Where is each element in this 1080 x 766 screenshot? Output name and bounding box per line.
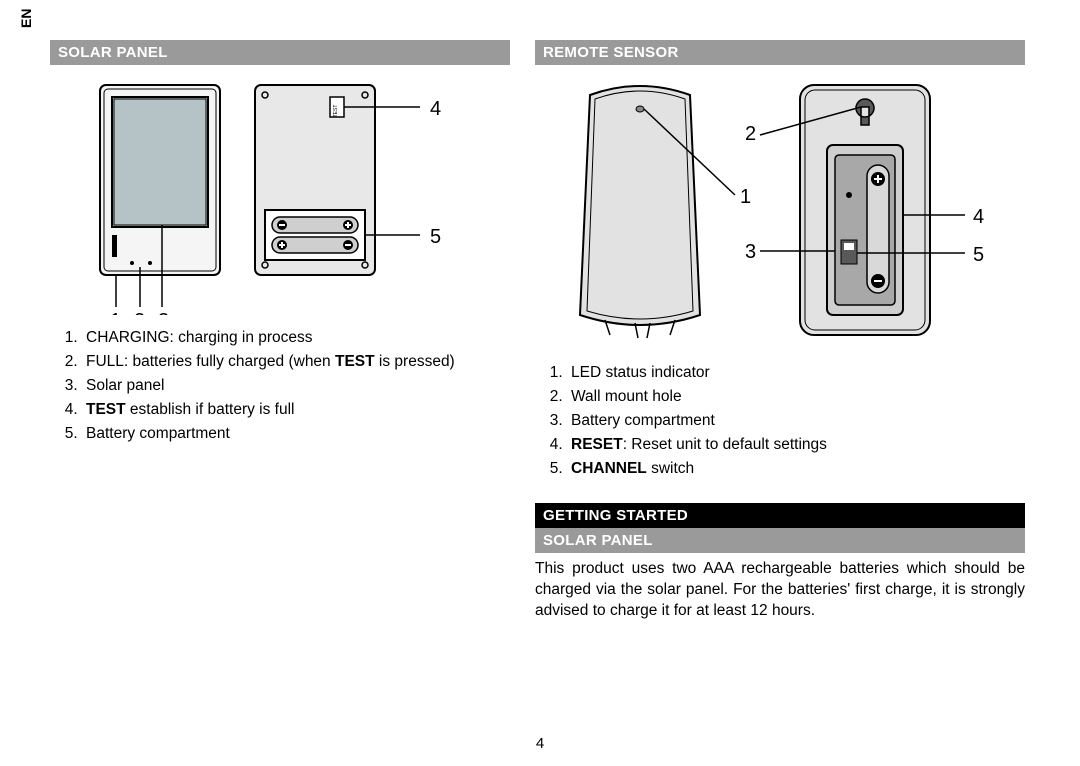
left-column: SOLAR PANEL	[50, 40, 510, 446]
list-text: is pressed)	[375, 353, 455, 370]
list-bold: RESET	[571, 436, 623, 453]
list-bold: TEST	[335, 353, 375, 370]
right-column: REMOTE SENSOR	[535, 40, 1025, 622]
list-item: CHARGING: charging in process	[82, 326, 510, 350]
list-text: LED status indicator	[571, 364, 710, 381]
list-bold: CHANNEL	[571, 460, 647, 477]
solar-panel-list: CHARGING: charging in process FULL: batt…	[50, 326, 510, 446]
callout-1: 1	[740, 186, 751, 208]
list-item: TEST establish if battery is full	[82, 398, 510, 422]
callout-4: 4	[973, 206, 984, 228]
list-item: CHANNEL switch	[567, 457, 1025, 481]
list-bold: TEST	[86, 401, 126, 418]
callout-4: 4	[430, 98, 441, 120]
remote-sensor-list: LED status indicator Wall mount hole Bat…	[535, 361, 1025, 481]
list-text: : Reset unit to default settings	[623, 436, 827, 453]
list-text: Battery compartment	[571, 412, 715, 429]
section-header-solar-panel: SOLAR PANEL	[50, 40, 510, 65]
callout-3: 3	[158, 310, 169, 315]
list-text: Wall mount hole	[571, 388, 682, 405]
remote-sensor-figure: 1 2 3 4 5	[535, 75, 1025, 355]
list-text: Battery compartment	[86, 425, 230, 442]
getting-started-body: This product uses two AAA rechargeable b…	[535, 559, 1025, 622]
callout-5: 5	[430, 226, 441, 248]
list-text: switch	[647, 460, 694, 477]
callout-1: 1	[110, 310, 121, 315]
list-item: Battery compartment	[82, 422, 510, 446]
callout-3: 3	[745, 241, 756, 263]
solar-panel-figure: TEST 1 2 3 4 5	[50, 75, 510, 320]
list-item: Battery compartment	[567, 409, 1025, 433]
page-number: 4	[536, 735, 544, 752]
list-item: LED status indicator	[567, 361, 1025, 385]
section-header-getting-started: GETTING STARTED	[535, 503, 1025, 528]
list-item: FULL: batteries fully charged (when TEST…	[82, 350, 510, 374]
list-item: RESET: Reset unit to default settings	[567, 433, 1025, 457]
list-item: Wall mount hole	[567, 385, 1025, 409]
callout-5: 5	[973, 244, 984, 266]
list-text: establish if battery is full	[126, 401, 295, 418]
language-tab: EN	[18, 9, 34, 28]
svg-text:TEST: TEST	[333, 105, 339, 118]
section-header-remote-sensor: REMOTE SENSOR	[535, 40, 1025, 65]
list-item: Solar panel	[82, 374, 510, 398]
section-subheader-solar-panel: SOLAR PANEL	[535, 528, 1025, 553]
list-text: CHARGING: charging in process	[86, 329, 313, 346]
callout-2: 2	[745, 123, 756, 145]
list-text: Solar panel	[86, 377, 164, 394]
list-text: FULL: batteries fully charged (when	[86, 353, 335, 370]
callout-2: 2	[134, 310, 145, 315]
